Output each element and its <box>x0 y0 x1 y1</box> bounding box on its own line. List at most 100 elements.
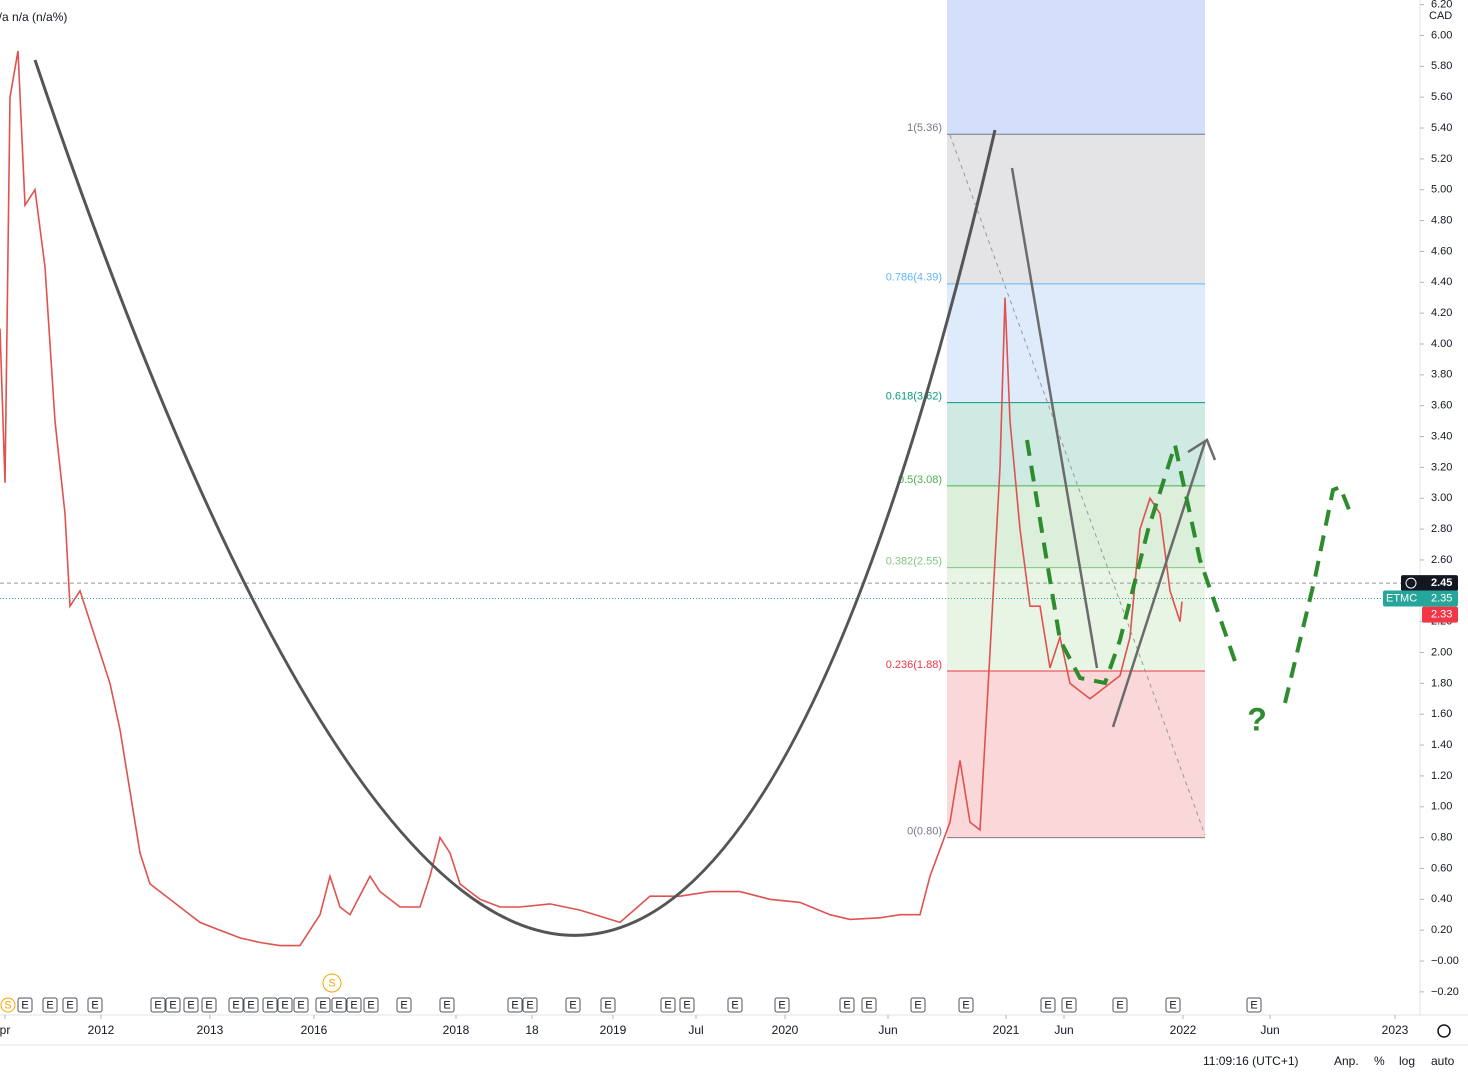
cup-curve <box>33 59 997 937</box>
status-percent[interactable]: % <box>1374 1054 1385 1068</box>
x-tick-label: 2019 <box>600 1023 627 1037</box>
event-marker <box>1061 997 1077 1013</box>
fib-zone <box>947 402 1205 486</box>
fib-zone <box>947 671 1205 838</box>
drawings <box>33 59 1352 937</box>
event-marker <box>727 997 743 1013</box>
event-label: E <box>46 999 53 1011</box>
event-label: E <box>664 999 671 1011</box>
event-label: E <box>400 999 407 1011</box>
event-label: E <box>297 999 304 1011</box>
y-tick-label: 1.80 <box>1431 677 1452 689</box>
event-marker <box>42 997 58 1013</box>
event-label: E <box>1169 999 1176 1011</box>
y-tick-label: 3.80 <box>1431 369 1452 381</box>
event-marker <box>439 997 455 1013</box>
event-marker <box>228 997 244 1013</box>
last-price-box <box>1401 575 1458 592</box>
crosshair-plus <box>1405 577 1417 589</box>
status-auto[interactable]: auto <box>1431 1054 1455 1068</box>
y-tick-label: 0.60 <box>1431 862 1452 874</box>
settings-icon[interactable] <box>1437 1024 1451 1038</box>
trend-arrow <box>1111 438 1217 728</box>
event-marker <box>165 997 181 1013</box>
x-tick-label: Jun <box>1054 1023 1073 1037</box>
event-label: E <box>66 999 73 1011</box>
event-marker <box>774 997 790 1013</box>
projection <box>1283 484 1352 704</box>
event-marker <box>201 997 217 1013</box>
y-tick-label: 5.80 <box>1431 60 1452 72</box>
y-tick-label: 5.40 <box>1431 122 1452 134</box>
fib-zone <box>947 283 1205 403</box>
fib-label: 0.236(1.88) <box>886 659 942 671</box>
currency[interactable]: CAD <box>1429 10 1452 22</box>
y-tick-label: −0.20 <box>1431 986 1459 998</box>
event-marker <box>1165 997 1181 1013</box>
event-label: E <box>526 999 533 1011</box>
event-label: E <box>865 999 872 1011</box>
symbol-label: ETMC <box>1386 592 1417 604</box>
event-label: E <box>335 999 342 1011</box>
y-tick-label: 5.60 <box>1431 91 1452 103</box>
event-marker <box>62 997 78 1013</box>
y-tick-label: 3.40 <box>1431 430 1452 442</box>
y-tick-label: 3.20 <box>1431 461 1452 473</box>
x-tick-label: 2018 <box>443 1023 470 1037</box>
y-tick-label: 3.60 <box>1431 400 1452 412</box>
event-marker <box>565 997 581 1013</box>
x-tick-label: 2012 <box>88 1023 115 1037</box>
fib-label: 0.382(2.55) <box>886 556 942 568</box>
event-label: E <box>91 999 98 1011</box>
y-tick-label: −0.00 <box>1431 955 1459 967</box>
currency-box[interactable] <box>1426 8 1462 24</box>
bid-box <box>1383 590 1458 607</box>
x-tick-label: 2023 <box>1382 1023 1409 1037</box>
event-label: E <box>914 999 921 1011</box>
event-label: E <box>367 999 374 1011</box>
event-marker <box>331 997 347 1013</box>
split-marker <box>322 973 342 993</box>
status-adj[interactable]: Anp. <box>1334 1054 1359 1068</box>
close-label: 2.33 <box>1431 609 1452 621</box>
fib-zone <box>947 567 1205 672</box>
event-marker <box>660 997 676 1013</box>
fib-layer: 1(5.36) 0.786(4.39) 0.618(3.62) 0.5(3.08) 0.… <box>886 0 1205 839</box>
x-tick-label: 18 <box>525 1023 539 1037</box>
event-marker <box>346 997 362 1013</box>
event-marker <box>363 997 379 1013</box>
legend-header: n/a n/a (n/a%) <box>0 10 67 24</box>
event-marker <box>839 997 855 1013</box>
event-marker <box>87 997 103 1013</box>
event-label: E <box>319 999 326 1011</box>
event-label: E <box>511 999 518 1011</box>
price-line <box>0 50 1183 947</box>
event-label: E <box>247 999 254 1011</box>
trend-line <box>1010 167 1099 669</box>
event-marker <box>293 997 309 1013</box>
event-label: E <box>569 999 576 1011</box>
last-price-label: 2.45 <box>1431 577 1452 589</box>
event-label: E <box>21 999 28 1011</box>
event-marker <box>396 997 412 1013</box>
fib-zone <box>947 0 1205 135</box>
y-tick-label: 2.60 <box>1431 554 1452 566</box>
event-marker <box>910 997 926 1013</box>
event-label: E <box>205 999 212 1011</box>
y-tick-label: 5.00 <box>1431 184 1452 196</box>
event-label: E <box>962 999 969 1011</box>
event-label: E <box>604 999 611 1011</box>
event-marker <box>522 997 538 1013</box>
event-marker <box>600 997 616 1013</box>
status-time: 11:09:16 (UTC+1) <box>1203 1054 1299 1068</box>
y-tick-label: 4.20 <box>1431 307 1452 319</box>
y-tick-label: 6.20 <box>1431 0 1452 11</box>
close-box <box>1422 606 1458 623</box>
split-label: S <box>328 977 335 989</box>
event-marker <box>861 997 877 1013</box>
event-marker <box>277 997 293 1013</box>
fib-zone <box>947 134 1205 284</box>
event-label: E <box>443 999 450 1011</box>
status-log[interactable]: log <box>1399 1054 1415 1068</box>
event-marker <box>1112 997 1128 1013</box>
